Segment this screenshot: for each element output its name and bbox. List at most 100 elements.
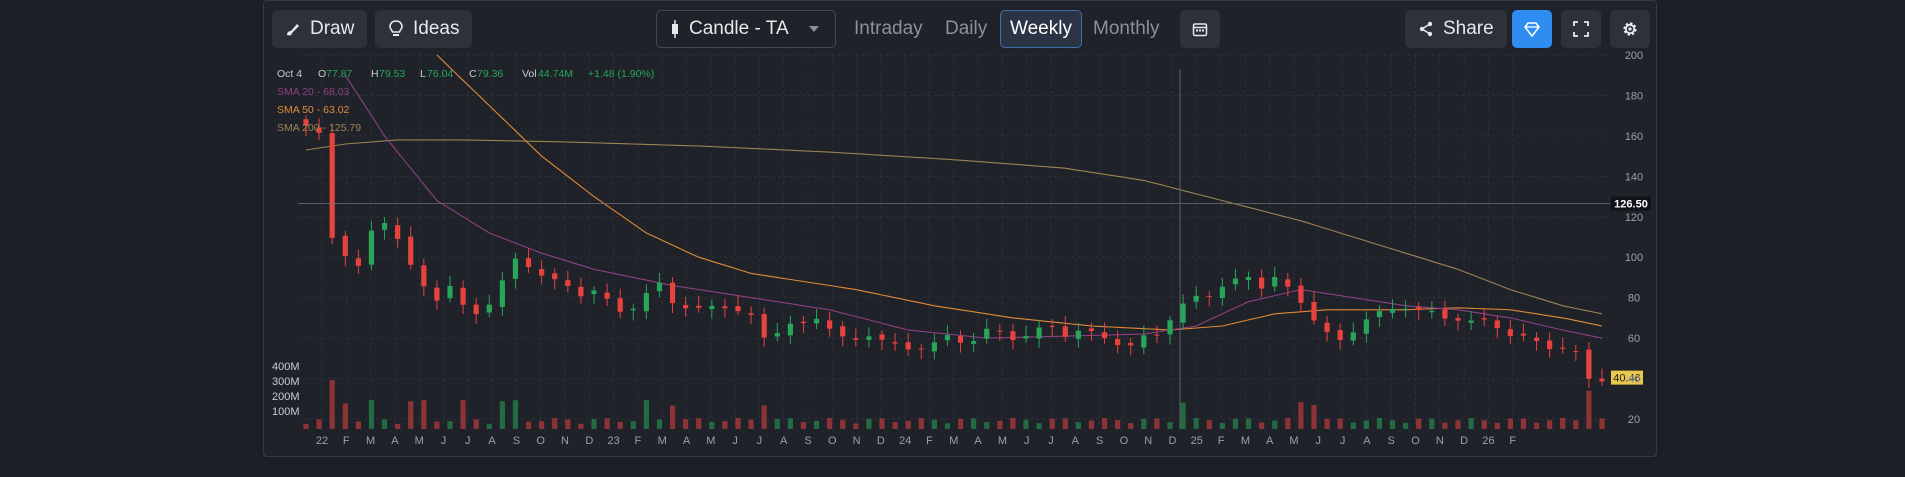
volume-bar [735, 418, 741, 429]
tab-monthly[interactable]: Monthly [1093, 18, 1160, 39]
x-tick-label: M [415, 435, 424, 447]
date-picker-button[interactable] [1180, 10, 1220, 48]
x-tick-label: J [441, 435, 447, 447]
tab-daily[interactable]: Daily [945, 18, 988, 39]
x-tick-label: D [585, 435, 593, 447]
volume-bar [1075, 422, 1081, 429]
volume-bar [957, 418, 964, 429]
candle-body [1154, 334, 1160, 336]
crosshair: 126.50 40.46 [298, 69, 1651, 429]
x-tick-label: A [1363, 435, 1371, 447]
legend-open: 77.87 [326, 68, 352, 80]
candle-body [669, 282, 676, 304]
candle-body [800, 321, 807, 324]
candle-body [1507, 329, 1513, 336]
candle-body [827, 320, 833, 329]
candle-body [381, 222, 388, 230]
candle-body [1167, 320, 1173, 335]
candle-body [1442, 309, 1448, 319]
x-tick-label: F [635, 435, 642, 447]
candle-body [434, 287, 440, 301]
candle-body [1337, 330, 1343, 341]
candle-body [421, 265, 427, 287]
volume-bar [1206, 419, 1212, 429]
fullscreen-button[interactable] [1561, 10, 1601, 48]
volume-bar [617, 421, 623, 429]
candle-body [918, 348, 924, 350]
candle-body [1036, 327, 1042, 339]
volume-bar [1337, 418, 1343, 429]
volume-bar [1416, 418, 1422, 429]
candle-body [578, 286, 584, 297]
volume-bar [460, 400, 466, 429]
volume-bar [905, 420, 911, 429]
volume-bar [997, 420, 1003, 429]
ideas-button[interactable]: Ideas [375, 10, 473, 48]
volume-tick-label: 100M [272, 406, 300, 418]
candle-body [1115, 339, 1121, 346]
candle-body [1363, 319, 1369, 334]
candle-body [565, 280, 571, 286]
x-tick-label: M [706, 435, 715, 447]
volume-bar [1259, 422, 1265, 429]
tab-intraday[interactable]: Intraday [854, 18, 923, 39]
candle-body [1324, 322, 1330, 333]
candle-body [931, 342, 937, 352]
price-chart[interactable]: 126.50 40.46 20 40 60 80 100 120 140 160 180 200 22… [264, 1, 1656, 456]
calendar-icon [1192, 23, 1208, 37]
ohlc-legend: Oct 4 O 77.87 H 79.53 L 76.04 C 79.36 Vo… [277, 68, 654, 134]
candle-body [329, 133, 335, 238]
candle-body [722, 306, 728, 309]
volume-bar [1010, 418, 1016, 429]
gear-icon [1623, 22, 1637, 36]
chart-type-select[interactable]: Candle - TA [656, 10, 836, 48]
tab-weekly[interactable]: Weekly [1000, 10, 1082, 48]
volume-bar [748, 419, 754, 429]
x-tick-label: F [926, 435, 933, 447]
draw-button[interactable]: Draw [272, 10, 368, 48]
candle-body [1088, 328, 1095, 332]
volume-bar [1442, 422, 1448, 429]
x-tick-label: O [1120, 435, 1129, 447]
crosshair-price-label: 126.50 [1614, 199, 1648, 211]
volume-bar [827, 418, 833, 429]
volume-bar [1494, 422, 1500, 429]
volume-bar [1036, 423, 1042, 429]
candle-body [539, 269, 545, 276]
y-tick-label: 60 [1628, 333, 1640, 345]
volume-bar [525, 421, 532, 429]
candle-body [1219, 286, 1225, 298]
settings-button[interactable] [1610, 10, 1650, 48]
x-tick-label: D [1460, 435, 1468, 447]
volume-bar [1586, 390, 1592, 429]
volume-bar [512, 400, 519, 429]
volume-bar [1350, 422, 1356, 429]
candle-body [1245, 277, 1252, 281]
volume-bars [303, 380, 1605, 429]
volume-bar [604, 418, 610, 429]
volume-bar [329, 380, 335, 429]
x-tick-label: O [1411, 435, 1420, 447]
premium-button[interactable] [1512, 10, 1552, 48]
volume-bar [643, 400, 649, 429]
x-tick-label: D [877, 435, 885, 447]
x-tick-label: N [1144, 435, 1152, 447]
x-tick-label: A [488, 435, 496, 447]
x-tick-label: 25 [1191, 435, 1203, 447]
share-button[interactable]: Share [1405, 10, 1507, 48]
candle-body [1547, 340, 1553, 350]
candle-body [1494, 320, 1500, 329]
x-tick-label: A [780, 435, 788, 447]
volume-bar [1154, 418, 1160, 429]
y-tick-label: 100 [1625, 252, 1643, 264]
candle-body [1193, 295, 1199, 302]
volume-bar [1520, 418, 1527, 429]
candle-body [1599, 378, 1605, 382]
candle-body [813, 318, 820, 324]
x-tick-label: S [804, 435, 811, 447]
candle-body [1416, 306, 1422, 310]
volume-bar [552, 418, 558, 429]
candle-body [1062, 326, 1068, 337]
x-tick-label: A [1266, 435, 1274, 447]
volume-bar [1141, 418, 1147, 429]
